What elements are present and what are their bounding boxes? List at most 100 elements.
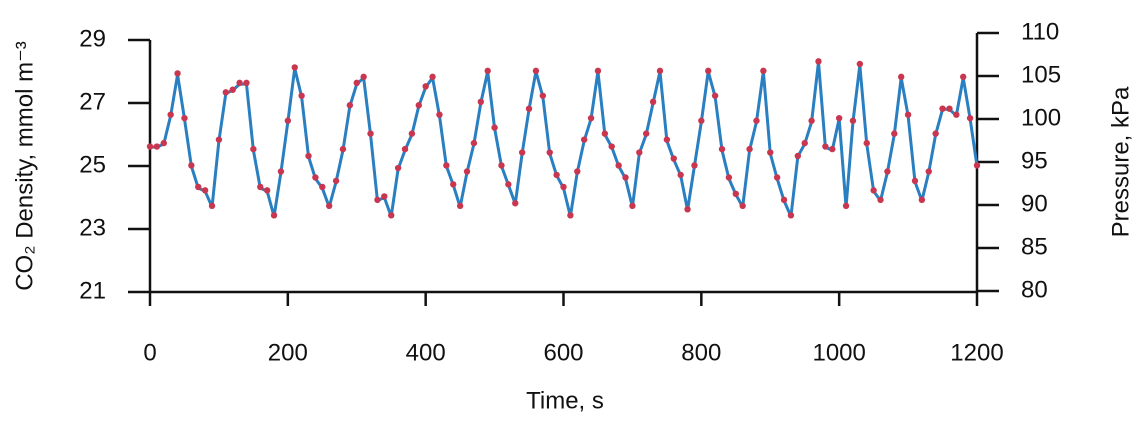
x-tick-label: 0 xyxy=(143,339,156,366)
data-point xyxy=(960,73,967,81)
data-point xyxy=(243,79,250,87)
y2-tick-label: 95 xyxy=(1021,147,1048,174)
y-tick-label: 21 xyxy=(79,277,106,304)
data-point xyxy=(670,155,677,162)
data-point xyxy=(884,168,891,175)
data-point xyxy=(456,202,464,210)
data-point xyxy=(539,92,547,99)
data-point xyxy=(911,177,919,185)
y2-tick-label: 105 xyxy=(1021,61,1061,88)
data-point xyxy=(842,202,850,210)
data-point xyxy=(415,102,422,109)
data-point xyxy=(574,168,581,175)
data-point xyxy=(374,196,381,204)
data-point xyxy=(277,168,285,175)
y-axis-label: CO₂ Density, mmol m⁻³ xyxy=(11,41,38,291)
data-point xyxy=(229,86,236,93)
data-point xyxy=(780,196,788,204)
data-point xyxy=(257,183,264,191)
data-point xyxy=(291,64,298,71)
data-point xyxy=(629,202,636,210)
data-point xyxy=(897,73,905,81)
data-point xyxy=(925,168,932,175)
data-point xyxy=(532,67,540,75)
data-point xyxy=(222,89,230,96)
y-tick-label: 23 xyxy=(79,214,106,241)
data-point xyxy=(270,212,278,219)
data-point xyxy=(381,193,388,200)
data-point xyxy=(594,67,602,75)
data-point xyxy=(181,114,188,122)
data-point xyxy=(794,152,802,160)
data-point xyxy=(174,70,181,77)
data-point xyxy=(388,212,395,219)
data-point xyxy=(525,105,533,112)
data-point xyxy=(188,162,195,169)
data-point xyxy=(422,83,429,90)
data-point xyxy=(760,67,767,75)
data-point xyxy=(560,183,567,191)
data-point xyxy=(332,177,340,185)
data-point xyxy=(408,130,416,137)
y2-tick-label: 85 xyxy=(1021,233,1048,260)
y-tick-label: 25 xyxy=(79,151,106,178)
data-point xyxy=(767,149,774,156)
data-point xyxy=(835,114,843,122)
data-point xyxy=(684,206,691,213)
data-point xyxy=(849,117,857,124)
x-tick-label: 400 xyxy=(406,339,446,366)
data-point xyxy=(753,117,760,124)
x-tick-label: 1000 xyxy=(812,339,865,366)
x-tick-label: 1200 xyxy=(950,339,1003,366)
data-point xyxy=(553,171,560,179)
x-tick-label: 800 xyxy=(681,339,721,366)
data-point xyxy=(325,202,333,210)
data-point xyxy=(263,187,271,194)
data-point xyxy=(208,202,216,210)
data-point xyxy=(966,114,974,122)
data-point xyxy=(746,145,753,153)
data-point xyxy=(870,187,877,194)
data-point xyxy=(491,124,498,131)
data-point xyxy=(512,200,519,207)
data-point xyxy=(546,149,553,156)
data-point xyxy=(863,139,870,147)
data-point xyxy=(939,105,946,112)
data-point xyxy=(725,174,733,181)
data-point xyxy=(305,152,312,160)
data-point xyxy=(236,79,243,87)
data-point xyxy=(167,111,174,118)
data-point xyxy=(146,143,154,150)
data-point xyxy=(953,111,960,118)
x-tick-label: 200 xyxy=(268,339,308,366)
y2-tick-label: 90 xyxy=(1021,190,1048,217)
data-point xyxy=(932,130,939,137)
data-point xyxy=(773,174,781,181)
data-point xyxy=(436,111,443,118)
data-point xyxy=(615,162,622,169)
data-point xyxy=(698,117,705,124)
data-point xyxy=(353,79,360,87)
data-point xyxy=(470,139,478,147)
data-point xyxy=(808,117,815,124)
data-point xyxy=(401,145,409,153)
data-point xyxy=(829,145,836,153)
data-point xyxy=(739,202,746,210)
x-axis-label: Time, s xyxy=(526,387,604,414)
data-point xyxy=(856,60,864,68)
y2-tick-label: 100 xyxy=(1021,104,1061,131)
data-point xyxy=(656,67,664,75)
data-point xyxy=(498,162,505,169)
data-point xyxy=(360,73,367,81)
data-point xyxy=(801,139,808,147)
data-point xyxy=(815,58,822,65)
data-point xyxy=(946,105,953,112)
data-point xyxy=(153,143,161,150)
data-point xyxy=(636,149,643,156)
data-point xyxy=(394,164,402,172)
data-point xyxy=(877,196,884,204)
x-tick-label: 600 xyxy=(543,339,583,366)
data-point xyxy=(284,117,292,124)
data-point xyxy=(580,136,588,143)
